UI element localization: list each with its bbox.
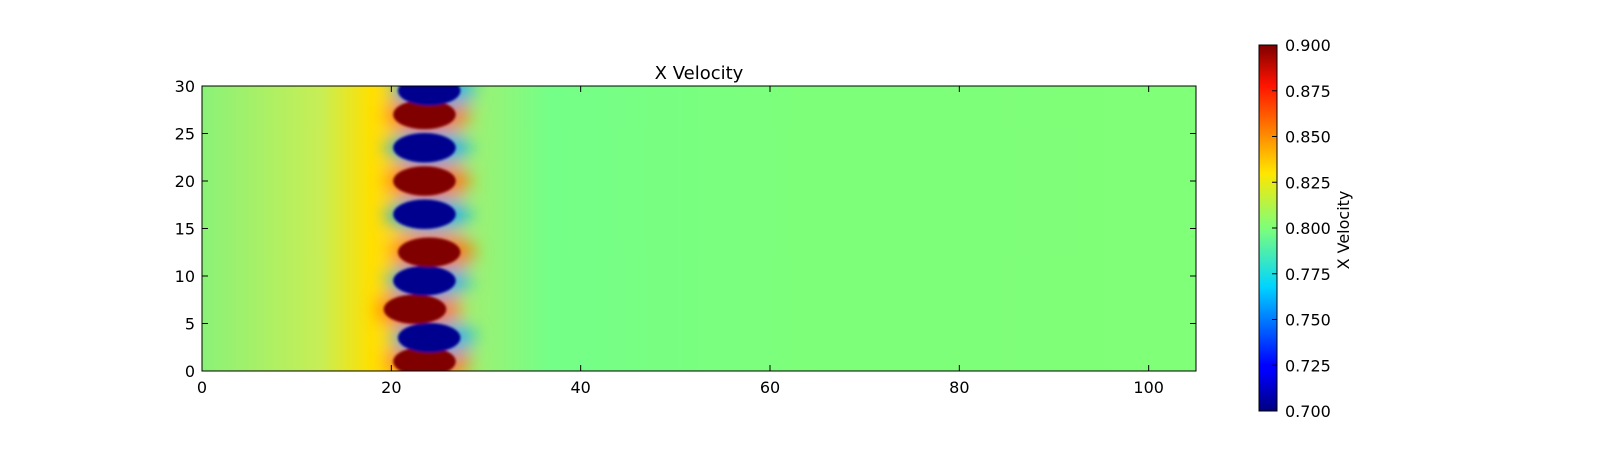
x-tick-label-0: 0	[197, 378, 207, 397]
colorbar-tick-label-7: 0.875	[1285, 82, 1331, 101]
low-velocity-region-1	[397, 323, 461, 353]
colorbar-tick-label-4: 0.800	[1285, 219, 1331, 238]
x-tick-label-3: 60	[760, 378, 780, 397]
colorbar: 0.700 0.725 0.750 0.775 0.800 0.825 0.850 0.875…	[1258, 36, 1353, 421]
high-velocity-region-4	[397, 237, 461, 267]
colorbar-tick-label-6: 0.850	[1285, 128, 1331, 147]
chart-title: X Velocity	[655, 63, 744, 84]
low-velocity-region-7	[393, 133, 456, 163]
y-tick-label-2: 10	[175, 267, 195, 286]
y-tick-label-3: 15	[175, 220, 195, 239]
colorbar-ticks: 0.700 0.725 0.750 0.775 0.800 0.825 0.850 0.875…	[1272, 36, 1331, 421]
low-velocity-region-3	[393, 266, 456, 296]
y-tick-label-6: 30	[175, 77, 195, 96]
colorbar-tick-label-1: 0.725	[1285, 356, 1331, 375]
high-velocity-region-6	[393, 166, 456, 196]
colorbar-tick-label-0: 0.700	[1285, 402, 1331, 421]
high-velocity-region-8	[393, 99, 456, 130]
colorbar-tick-label-5: 0.825	[1285, 173, 1331, 192]
high-velocity-region-2	[383, 294, 447, 324]
y-tick-label-1: 5	[185, 315, 195, 334]
colorbar-tick-label-2: 0.750	[1285, 311, 1331, 330]
x-tick-label-2: 40	[570, 378, 590, 397]
x-tick-label-1: 20	[381, 378, 401, 397]
high-velocity-region-0	[393, 346, 456, 371]
x-tick-label-4: 80	[949, 378, 969, 397]
y-tick-label-5: 25	[175, 125, 195, 144]
heatmap-plot-area: 0 20 40 60 80 100 0 5 10 15 20 25 30 X Velocity	[175, 63, 1197, 397]
y-tick-label-0: 0	[185, 362, 195, 381]
colorbar-tick-label-3: 0.775	[1285, 265, 1331, 284]
y-tick-label-4: 20	[175, 172, 195, 191]
heatmap-core-layer	[383, 86, 461, 371]
low-velocity-region-9	[397, 86, 461, 106]
x-tick-label-5: 100	[1133, 378, 1164, 397]
colorbar-label: X Velocity	[1334, 191, 1353, 270]
colorbar-tick-label-8: 0.900	[1285, 36, 1331, 55]
low-velocity-region-5	[393, 199, 456, 229]
heatmap-background	[202, 86, 1196, 371]
x-axis: 0 20 40 60 80 100	[197, 86, 1164, 397]
y-axis: 0 5 10 15 20 25 30	[175, 77, 1196, 381]
